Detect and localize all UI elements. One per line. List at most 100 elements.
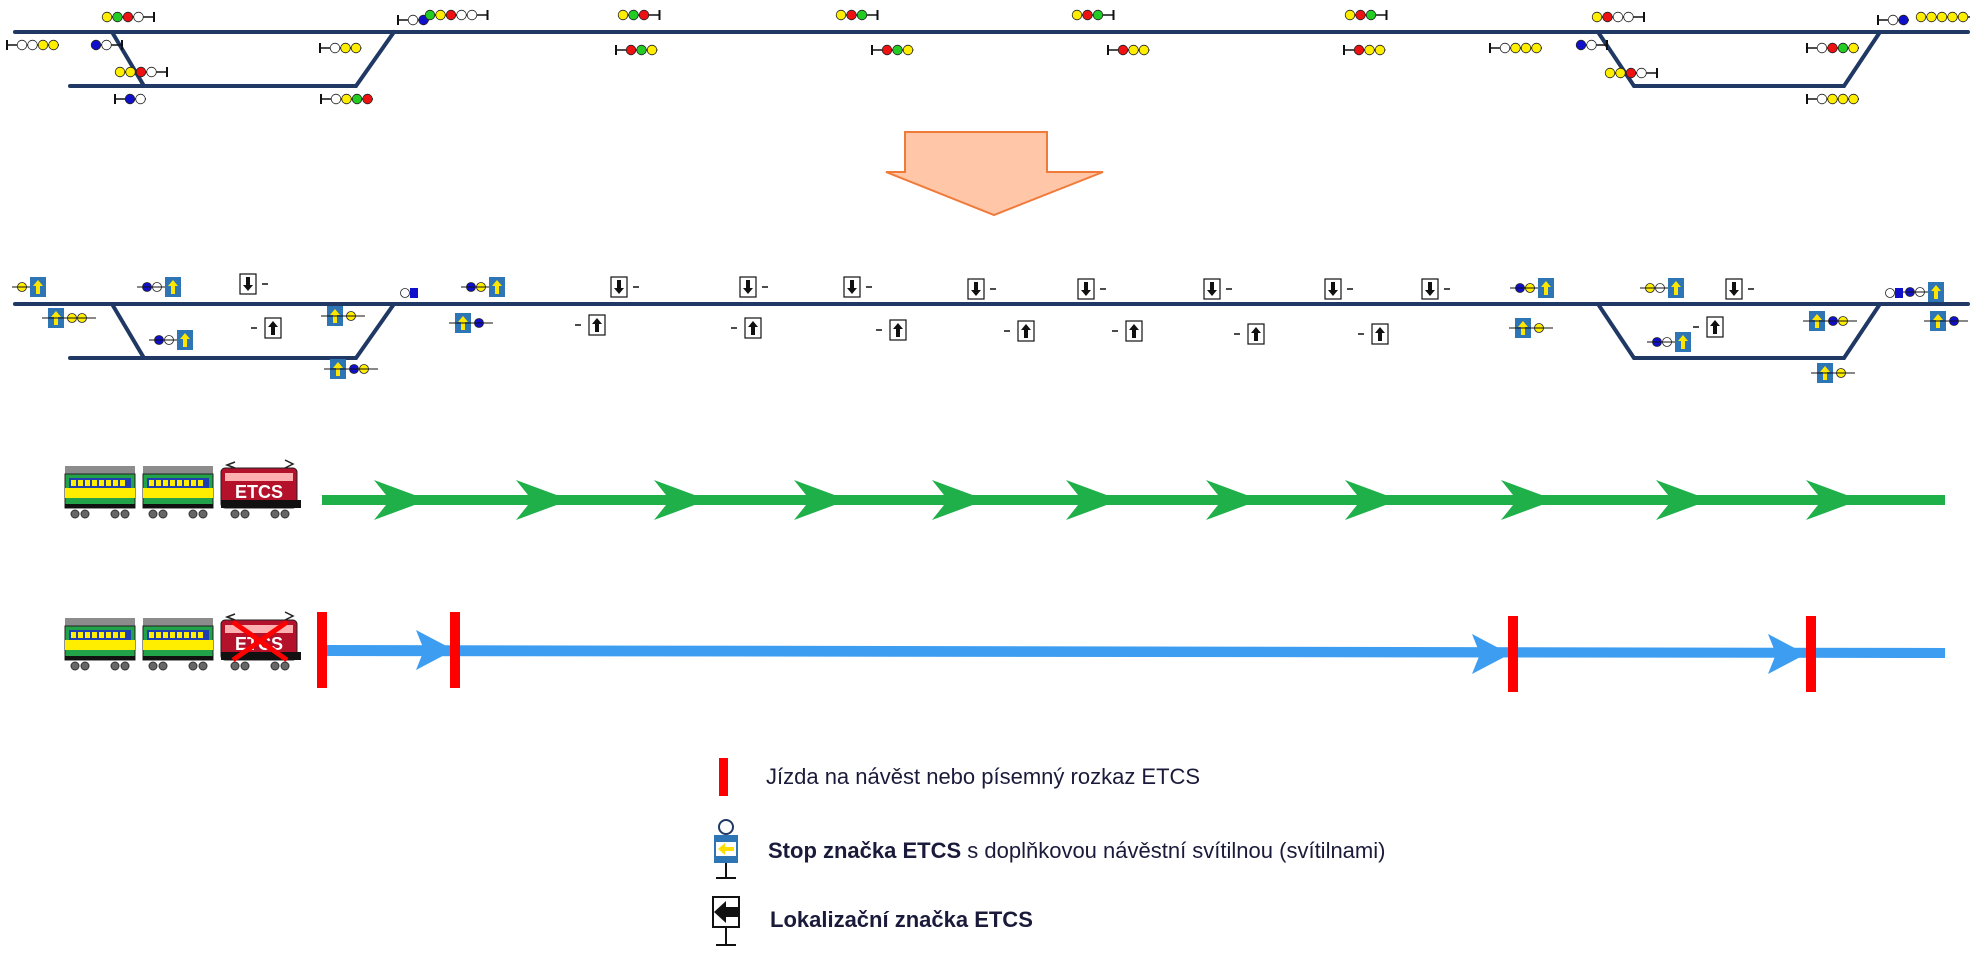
signal-lamp xyxy=(1353,44,1365,56)
signal-lamp xyxy=(1604,67,1616,79)
signal-lamp xyxy=(16,39,28,51)
signal-lamp xyxy=(1926,11,1937,23)
signal-lamps-icon xyxy=(6,39,59,51)
location-marker-board xyxy=(239,273,257,295)
signal-lamp xyxy=(133,11,144,23)
location-marker-board xyxy=(1324,278,1342,300)
signal-lamp xyxy=(636,44,647,56)
signal-lamps-icon xyxy=(320,93,373,105)
train-without-etcs: ETCS xyxy=(64,611,302,671)
signal-lamp xyxy=(1837,42,1849,54)
buffer-lamp xyxy=(1885,288,1895,298)
legend-text-2: Stop značka ETCS s doplňkovou návěstní s… xyxy=(768,838,1385,864)
location-marker-board xyxy=(1706,316,1724,338)
signal-lamps-icon xyxy=(1107,44,1150,56)
signal-lamp xyxy=(350,42,362,54)
signal-lamp xyxy=(846,9,857,21)
etcs-stop-marker-icon xyxy=(1510,278,1554,298)
legend-text-2-plain: s doplňkovou návěstní svítilnou (svítiln… xyxy=(961,838,1386,863)
buffer-lamp xyxy=(400,288,410,298)
signal-lamp xyxy=(407,14,419,26)
location-marker-board xyxy=(1371,323,1389,345)
stop-marker-board xyxy=(1928,282,1944,302)
stop-bar xyxy=(1806,616,1816,692)
signal-lamp xyxy=(881,44,893,56)
track-layer xyxy=(13,30,1970,360)
signal-lamp xyxy=(1837,93,1849,105)
signal-lamp xyxy=(1374,44,1386,56)
legend-text-2-bold: Stop značka ETCS xyxy=(768,838,962,863)
etcs-location-marker-icon xyxy=(610,276,639,298)
signal-lamp xyxy=(424,9,436,21)
marker-layer xyxy=(12,131,1968,383)
etcs-location-marker-icon xyxy=(843,276,872,298)
location-marker-board xyxy=(1203,278,1221,300)
signal-lamp xyxy=(892,44,903,56)
signal-lamps-icon xyxy=(871,44,914,56)
signal-lamp xyxy=(1827,42,1838,54)
signal-lamp xyxy=(1344,9,1356,21)
signal-lamp xyxy=(1623,11,1634,23)
location-marker-board xyxy=(739,276,757,298)
signal-lamp xyxy=(1615,67,1626,79)
etcs-stop-marker-icon xyxy=(1803,311,1857,331)
location-marker-board xyxy=(1421,278,1439,300)
signal-lamps-icon xyxy=(1343,44,1386,56)
signal-lamp xyxy=(1636,67,1647,79)
signal-lamps-icon xyxy=(101,11,155,23)
signal-lamp xyxy=(1915,11,1927,23)
legend-item-stop-marker: Stop značka ETCS s doplňkovou návěstní s… xyxy=(0,818,1970,879)
signal-lamp xyxy=(1947,11,1958,23)
red-bar-icon xyxy=(719,758,728,796)
train-with-etcs: ETCS xyxy=(64,459,302,519)
etcs-location-marker-icon xyxy=(239,273,268,295)
signal-lamp xyxy=(341,93,352,105)
green-chevron xyxy=(1345,480,1399,520)
siding-track xyxy=(142,302,396,360)
signal-lamp xyxy=(112,11,123,23)
signal-lamp xyxy=(351,93,363,105)
signal-lamp xyxy=(1612,11,1624,23)
signal-lamp xyxy=(146,66,157,78)
signal-lamps-icon xyxy=(319,42,362,54)
green-chevron xyxy=(932,480,986,520)
signal-lamp xyxy=(1625,67,1637,79)
signal-lamp xyxy=(362,93,373,105)
location-marker-board xyxy=(1125,320,1143,342)
stop-bar xyxy=(1508,616,1518,692)
green-chevron xyxy=(1656,480,1710,520)
down-arrow-icon xyxy=(885,131,1104,217)
etcs-stop-marker-icon xyxy=(149,330,193,350)
blue-arrowhead xyxy=(1472,634,1510,674)
signal-lamps-icon xyxy=(835,9,879,21)
signal-lamp xyxy=(856,9,868,21)
signal-lamp xyxy=(330,93,342,105)
signal-lamp xyxy=(125,66,136,78)
signal-lamps-icon xyxy=(1071,9,1115,21)
location-marker-board xyxy=(1077,278,1095,300)
signal-lamp xyxy=(1355,9,1366,21)
signal-lamps-icon xyxy=(397,14,429,26)
signal-lamp xyxy=(1848,42,1859,54)
signal-lamps-icon xyxy=(1344,9,1388,21)
signal-lamp xyxy=(1602,11,1613,23)
signal-lamp xyxy=(122,11,134,23)
signal-lamp xyxy=(1936,11,1948,23)
signal-lamp xyxy=(1848,93,1859,105)
etcs-stop-marker-icon xyxy=(321,306,365,326)
location-marker-board xyxy=(889,319,907,341)
etcs-location-marker-icon xyxy=(731,317,762,339)
signal-lamp xyxy=(1816,42,1828,54)
etcs-location-marker-icon xyxy=(575,314,606,336)
signal-lamps-icon xyxy=(1591,11,1645,23)
signal-lamp xyxy=(1887,14,1899,26)
green-chevron xyxy=(1066,480,1120,520)
signal-lamp xyxy=(1957,11,1969,23)
stop-bar xyxy=(317,612,327,688)
green-chevron xyxy=(1206,480,1260,520)
signal-lamp xyxy=(101,11,113,23)
green-chevron xyxy=(1501,480,1555,520)
signal-lamp xyxy=(1092,9,1104,21)
signal-lamp xyxy=(1898,14,1909,26)
